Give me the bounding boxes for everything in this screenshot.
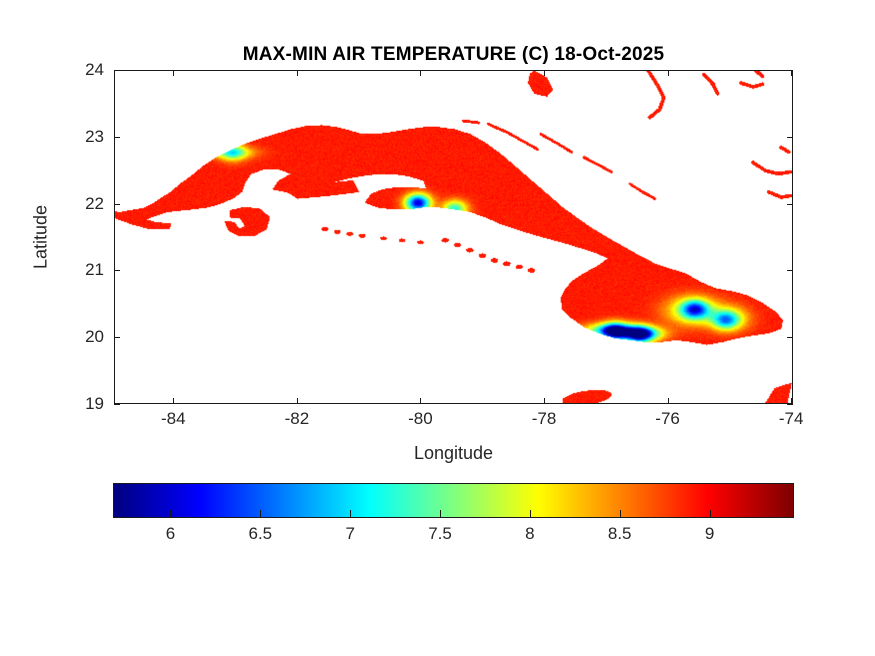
y-tick [114,70,120,71]
temperature-heatmap [115,71,792,403]
colorbar-gradient [114,484,793,517]
figure-title: MAX-MIN AIR TEMPERATURE (C) 18-Oct-2025 [242,44,665,65]
x-tick [791,398,793,404]
y-tick-label: 21 [85,260,104,280]
x-tick [667,70,669,76]
colorbar-tick-label: 6.5 [248,524,273,543]
x-tick-label: -80 [408,409,433,428]
x-tick [296,398,298,404]
y-tick-label: 19 [85,394,104,413]
colorbar-tick [350,510,352,518]
colorbar-tick-label: 9 [704,524,715,543]
colorbar-tick-label: 8 [525,524,535,543]
x-tick [544,70,545,76]
colorbar-tick [709,510,711,518]
y-tick [114,404,120,405]
colorbar-tick [440,510,442,518]
y-tick [787,203,793,205]
y-tick [114,136,120,138]
y-tick [787,270,793,272]
x-tick-label: -76 [655,409,680,428]
x-tick [173,398,175,404]
colorbar-tick [170,510,172,518]
y-tick [114,203,120,205]
x-tick-label: -84 [161,409,186,428]
y-tick [114,337,120,339]
x-tick [420,70,422,76]
x-tick-label: -82 [284,409,310,428]
colorbar-tick [260,510,262,518]
x-tick [173,70,175,76]
colorbar-tick-label: 7.5 [428,524,452,543]
map-axes[interactable] [114,70,793,404]
y-tick [787,70,793,71]
y-tick [787,404,793,405]
y-tick [787,136,793,138]
x-tick-label: -74 [778,409,804,428]
y-tick-label: 23 [85,126,104,146]
y-tick [114,270,120,272]
x-tick [296,70,298,76]
x-tick [791,70,793,76]
colorbar-tick [619,510,621,518]
colorbar-tick-label: 8.5 [607,524,632,543]
y-tick-label: 22 [85,193,104,213]
x-axis-label: Longitude [413,443,494,463]
colorbar-tick-label: 6 [165,524,176,543]
x-tick [667,398,669,404]
y-tick-label: 20 [85,327,104,347]
x-tick-label: -78 [531,409,557,428]
y-axis-label: Latitude [30,204,51,270]
y-tick [787,337,793,339]
y-tick-label: 24 [85,60,104,79]
x-tick [544,398,545,404]
x-tick [420,398,422,404]
colorbar-tick-label: 7 [345,524,355,543]
colorbar[interactable] [113,483,794,518]
colorbar-tick [529,510,531,518]
